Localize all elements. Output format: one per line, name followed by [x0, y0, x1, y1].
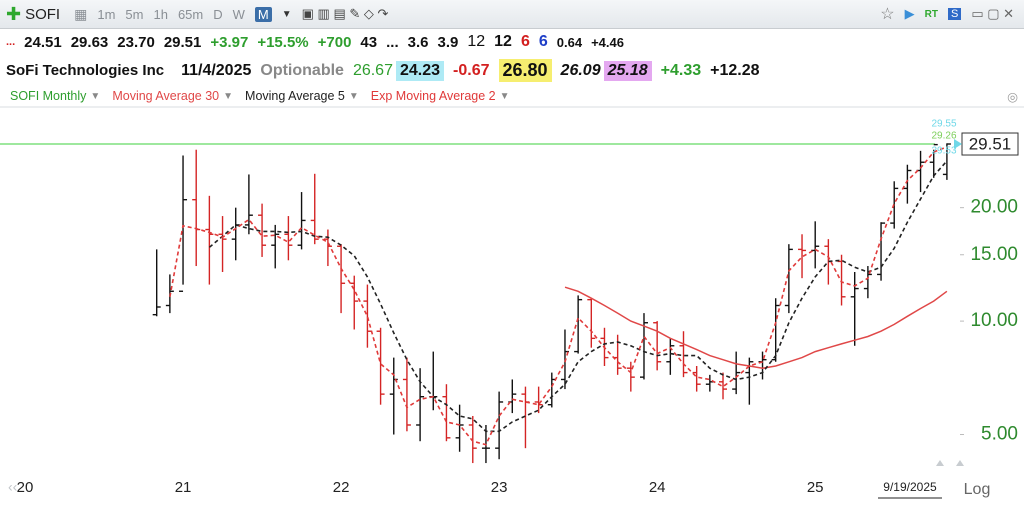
quote-bar: ... 24.51 29.63 23.70 29.51 +3.97 +15.5%… [0, 29, 1024, 55]
symbol[interactable]: SOFI [25, 5, 61, 23]
settings-icon[interactable]: ◎ [1007, 89, 1018, 104]
add-icon[interactable]: ✚ [6, 3, 22, 24]
last-price-box [961, 132, 1019, 156]
info-item: 26.09 [560, 61, 601, 79]
last-price-label: 29.51 [969, 134, 1012, 153]
scroll-icons [936, 460, 964, 466]
dropdown[interactable]: ▼ [281, 8, 292, 20]
info-bar: SoFi Technologies Inc 11/4/2025 Optionab… [0, 57, 1024, 84]
info-item: 25.18 [603, 60, 652, 81]
star-icon[interactable]: ☆ [880, 6, 895, 23]
quote-item: 3.9 [437, 33, 459, 51]
price-tag: 29.53 [931, 146, 956, 157]
window-icons[interactable]: ▭ ▢ ✕ [971, 6, 1014, 21]
interval[interactable]: 1h [153, 6, 168, 22]
info-item: 24.23 [395, 60, 445, 81]
scale-label[interactable]: Log [964, 481, 991, 498]
interval[interactable]: 1m [97, 6, 116, 22]
y-tick-label: 20.00 [970, 197, 1018, 218]
quote-item: 3.6 [407, 33, 429, 51]
date: 11/4/2025 [181, 61, 252, 79]
rt-icon[interactable]: RT [924, 8, 938, 20]
legend-entry[interactable]: Moving Average 5 [245, 89, 345, 103]
legend-title[interactable]: SOFI Monthly [10, 89, 87, 103]
quote-item: 23.70 [117, 33, 155, 51]
dropdown[interactable]: ▼ [90, 90, 101, 102]
dropdown[interactable]: ▼ [223, 90, 234, 102]
quote-item: +4.46 [591, 34, 624, 50]
info-item: -0.67 [453, 61, 490, 79]
series-line [208, 160, 948, 433]
x-tick-label: 22 [333, 479, 350, 496]
quote-item: 29.63 [70, 33, 109, 51]
dropdown[interactable]: ▼ [499, 90, 510, 102]
optionable: Optionable [260, 61, 344, 79]
quote-item: 12 [467, 33, 486, 50]
chart-icon[interactable]: ▦ [74, 5, 88, 22]
quote-item: ... [6, 36, 16, 48]
quote-item: 6 [520, 33, 530, 50]
quote-item: 0.64 [556, 34, 583, 50]
x-tick-label: 20 [17, 479, 34, 496]
quote-item: 29.51 [163, 33, 202, 51]
interval[interactable]: D [213, 6, 223, 22]
quote-item: 24.51 [24, 33, 62, 51]
dropdown[interactable]: ▼ [348, 90, 359, 102]
s-icon[interactable]: S [947, 8, 962, 20]
y-tick-label: 5.00 [981, 424, 1018, 445]
x-tick-label: 21 [175, 479, 192, 496]
quote-item: 12 [494, 33, 512, 50]
company-name: SoFi Technologies Inc [6, 62, 165, 79]
info-item: 26.67 [352, 61, 393, 79]
quote-item: 6 [538, 33, 548, 50]
quote-item: +15.5% [257, 33, 309, 51]
x-tick-label: 23 [491, 479, 508, 496]
legend-entry[interactable]: Exp Moving Average 2 [370, 89, 496, 103]
x-tick-label: 24 [649, 479, 666, 496]
toolbar: ✚ SOFI ▦ 1m 5m 1h 65m D W M ▼ ▣ ▥ ▤ ✎ ◇ … [0, 0, 1024, 29]
info-item: +4.33 [660, 61, 702, 79]
quote-item: +3.97 [210, 33, 249, 51]
x-tick-label: 25 [807, 479, 824, 496]
scroll-left: ‹‹ [8, 479, 18, 495]
series-line [564, 286, 948, 369]
tool-icons[interactable]: ▣ ▥ ▤ ✎ ◇ ↷ [301, 6, 389, 21]
quote-item: 43 [360, 33, 378, 51]
interval[interactable]: 5m [125, 6, 144, 22]
last-price-pointer [954, 139, 962, 150]
price-tag: 29.26 [931, 131, 956, 142]
y-tick-label: 10.00 [970, 310, 1018, 331]
info-item: +12.28 [710, 61, 760, 79]
interval[interactable]: 65m [177, 6, 204, 22]
cursor-date: 9/19/2025 [883, 480, 937, 494]
series-line [169, 146, 948, 446]
quote-item: ... [386, 33, 399, 51]
quote-item: +700 [317, 33, 352, 51]
info-item: 26.80 [498, 59, 552, 82]
legend: SOFI Monthly ▼ Moving Average 30 ▼ Moving … [0, 86, 1024, 106]
interval[interactable]: W [232, 6, 245, 22]
price-tag: 29.55 [931, 119, 956, 130]
play-icon[interactable]: ▶ [904, 6, 915, 21]
interval-selected[interactable]: M [254, 6, 272, 22]
y-tick-label: 15.00 [970, 244, 1018, 265]
legend-entry[interactable]: Moving Average 30 [112, 89, 220, 103]
